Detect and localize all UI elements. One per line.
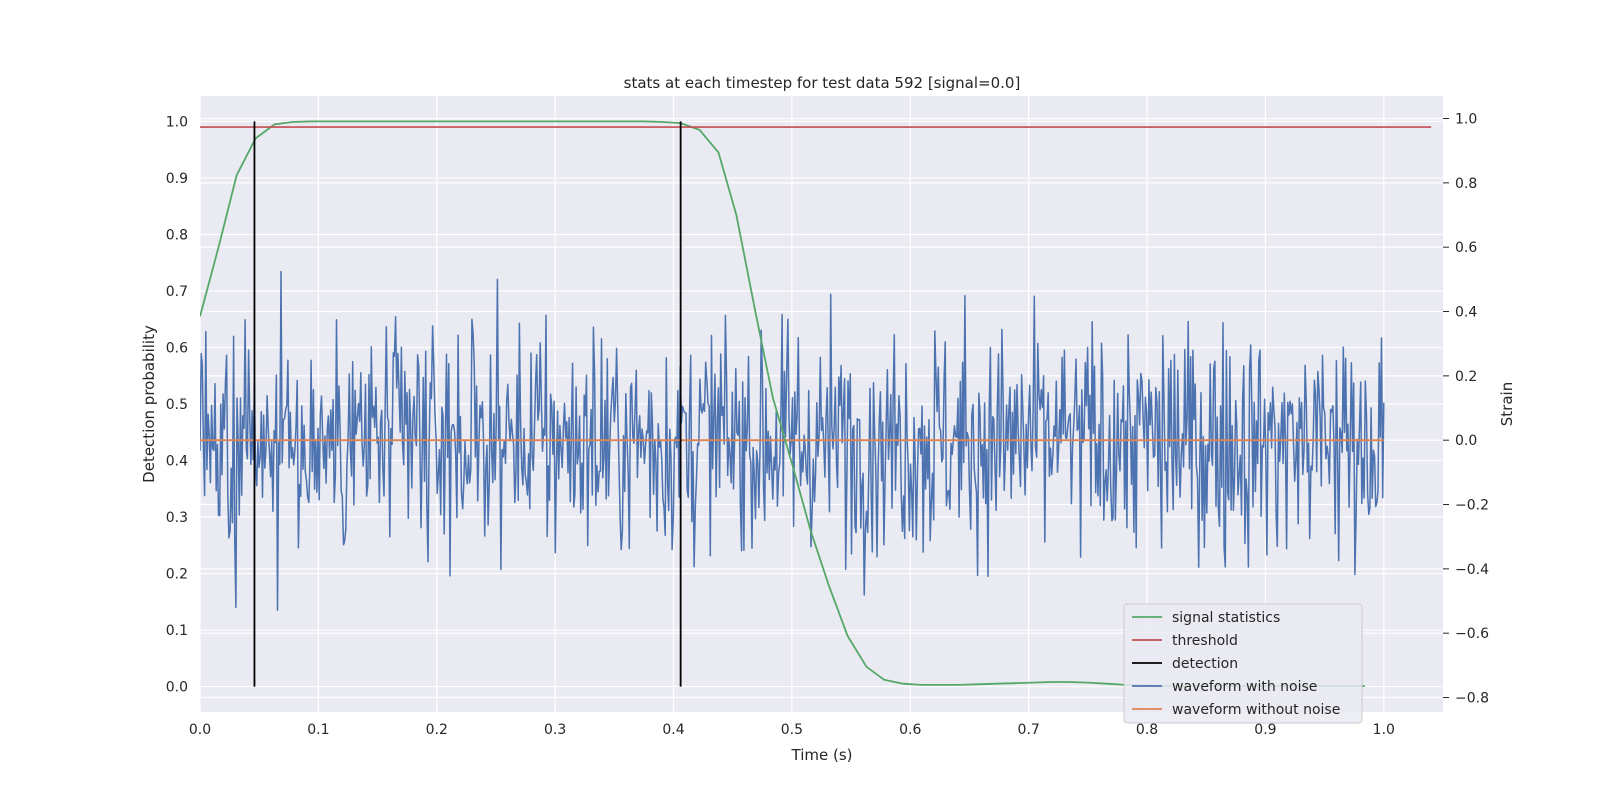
legend-label-clean: waveform without noise — [1172, 702, 1340, 718]
y-tick-label: 0.0 — [166, 680, 188, 696]
y-tick-label: 1.0 — [166, 114, 188, 130]
y-tick-label: 0.4 — [166, 454, 188, 470]
x-tick-label: 0.2 — [426, 722, 448, 738]
y2-tick-label: 0.0 — [1455, 433, 1477, 449]
legend-label-noisy: waveform with noise — [1172, 679, 1317, 695]
legend-label-threshold: threshold — [1172, 633, 1238, 649]
x-tick-label: 0.5 — [781, 722, 803, 738]
y-axis-title: Detection probability — [140, 325, 158, 483]
y-tick-label: 0.8 — [166, 227, 188, 243]
legend-label-signal: signal statistics — [1172, 610, 1280, 626]
x-tick-label: 0.4 — [662, 722, 684, 738]
y-tick-label: 0.3 — [166, 510, 188, 526]
y2-tick-label: −0.6 — [1455, 626, 1489, 642]
x-tick-label: 0.1 — [307, 722, 329, 738]
chart-title: stats at each timestep for test data 592… — [624, 74, 1021, 92]
legend-box — [1123, 603, 1363, 724]
y2-tick-label: 1.0 — [1455, 112, 1477, 128]
y2-tick-label: 0.6 — [1455, 240, 1477, 256]
x-tick-label: 0.3 — [544, 722, 566, 738]
y-axis-right: −0.8 −0.6 −0.4 −0.2 0.0 0.2 0.4 0.6 0.8 1.0 — [1443, 112, 1489, 707]
y-tick-label: 0.5 — [166, 397, 188, 413]
x-tick-label: 1.0 — [1373, 722, 1395, 738]
y-tick-label: 0.1 — [166, 623, 188, 639]
legend: signal statistics threshold detection wa… — [1123, 603, 1363, 724]
x-tick-label: 0.6 — [899, 722, 921, 738]
x-tick-label: 0.0 — [189, 722, 211, 738]
y-tick-label: 0.9 — [166, 171, 188, 187]
series-waveform-with-noise — [200, 270, 1385, 611]
y2-axis-title: Strain — [1498, 382, 1516, 426]
y-tick-label: 0.7 — [166, 284, 188, 300]
y-tick-label: 0.2 — [166, 567, 188, 583]
x-axis: 0.0 0.1 0.2 0.3 0.4 0.5 0.6 0.7 0.8 0.9 1.0 — [189, 722, 1395, 738]
y2-tick-label: −0.8 — [1455, 691, 1489, 707]
legend-label-detection: detection — [1172, 656, 1238, 672]
x-tick-label: 0.8 — [1136, 722, 1158, 738]
x-axis-title: Time (s) — [791, 746, 853, 764]
y2-tick-label: −0.4 — [1455, 562, 1489, 578]
y2-tick-label: 0.2 — [1455, 369, 1477, 385]
y2-tick-label: −0.2 — [1455, 498, 1489, 514]
y2-tick-label: 0.8 — [1455, 176, 1477, 192]
x-tick-label: 0.9 — [1254, 722, 1276, 738]
y-axis-left: 0.0 0.1 0.2 0.3 0.4 0.5 0.6 0.7 0.8 0.9 1.0 — [166, 114, 188, 695]
y-tick-label: 0.6 — [166, 340, 188, 356]
y2-tick-label: 0.4 — [1455, 305, 1477, 321]
x-tick-label: 0.7 — [1018, 722, 1040, 738]
